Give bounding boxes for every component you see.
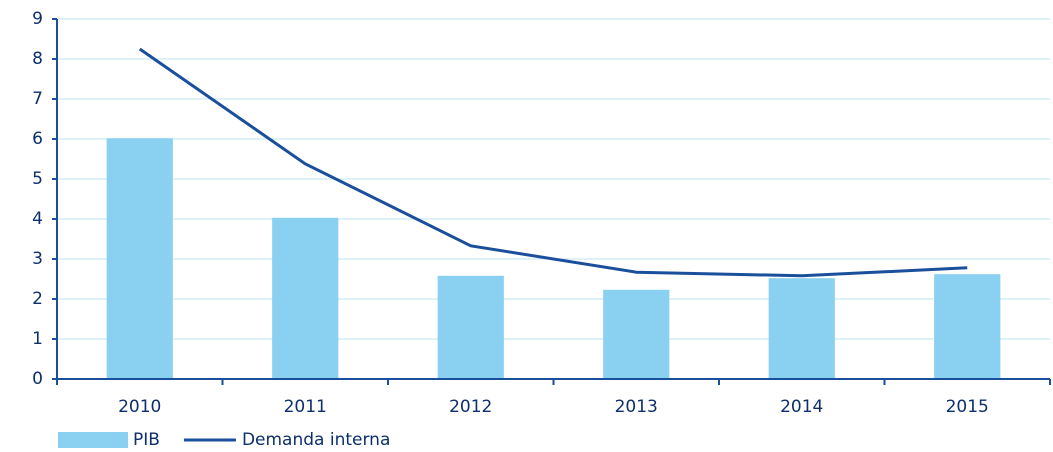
legend-swatch [58,432,128,448]
y-tick-label: 3 [32,249,43,269]
y-tick-label: 6 [32,129,43,149]
y-tick-label: 9 [32,9,43,29]
y-tick-label: 5 [32,169,43,189]
bar [272,217,339,379]
x-tick-label: 2014 [780,397,823,417]
y-tick-label: 7 [32,89,43,109]
x-tick-label: 2012 [449,397,492,417]
bar [437,275,504,379]
legend-label: Demanda interna [242,430,390,450]
x-tick-label: 2013 [615,397,658,417]
x-tick-label: 2011 [284,397,327,417]
bar [603,289,670,379]
y-tick-label: 0 [32,369,43,389]
y-tick-label: 4 [32,209,43,229]
legend-label: PIB [133,430,160,450]
bar [768,278,835,379]
bar [106,138,173,379]
y-tick-label: 2 [32,289,43,309]
y-tick-label: 1 [32,329,43,349]
x-tick-label: 2010 [118,397,161,417]
x-tick-label: 2015 [946,397,989,417]
line [138,47,968,278]
bar [934,274,1001,379]
y-tick-label: 8 [32,49,43,69]
